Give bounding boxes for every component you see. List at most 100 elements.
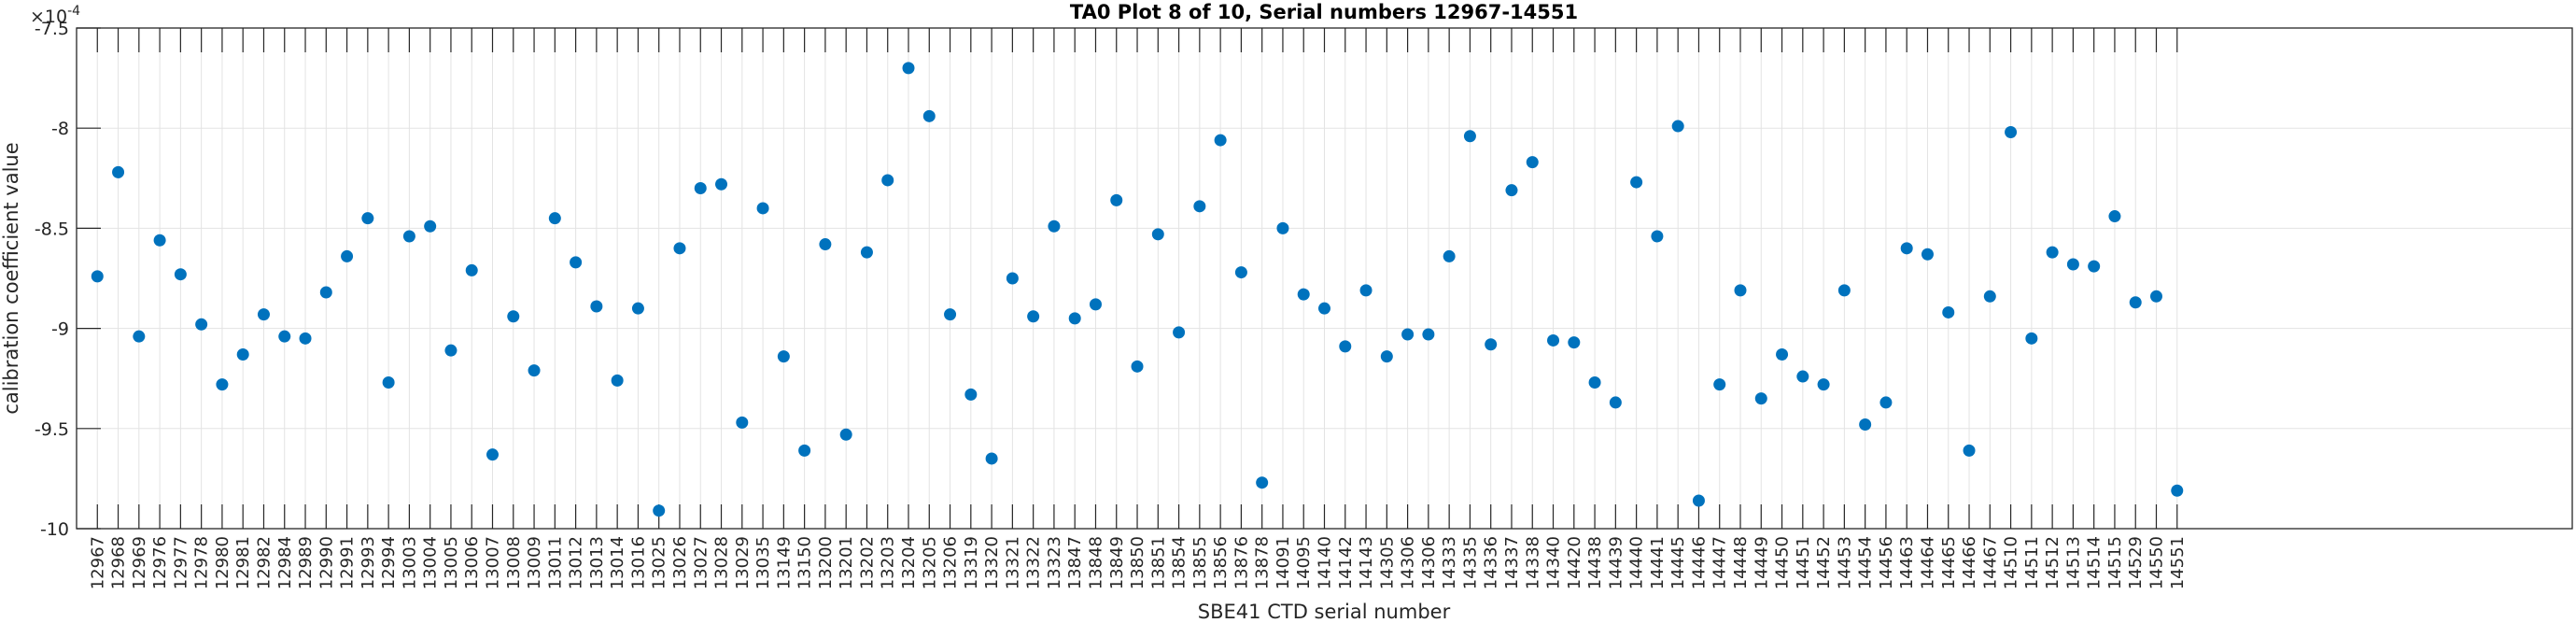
data-point xyxy=(1110,193,1123,206)
x-tick-label: 13878 xyxy=(1253,536,1273,589)
x-tick-label: 13849 xyxy=(1107,536,1127,589)
data-point xyxy=(673,242,686,255)
y-exponent-base: ×10 xyxy=(30,7,67,27)
data-point xyxy=(1776,347,1789,361)
data-point xyxy=(1068,312,1081,325)
data-point xyxy=(1339,340,1352,353)
x-tick-label: 13323 xyxy=(1045,536,1064,589)
x-tick-label: 14550 xyxy=(2147,536,2167,589)
data-point xyxy=(1630,176,1643,189)
x-tick-label: 13150 xyxy=(795,536,815,589)
data-points xyxy=(91,62,2184,517)
data-point xyxy=(590,300,603,313)
plot-frame xyxy=(76,27,2573,530)
x-tick-label: 12991 xyxy=(338,536,358,589)
x-tick-label: 13029 xyxy=(733,536,753,589)
data-point xyxy=(1463,130,1476,143)
x-tick-label: 13203 xyxy=(879,536,898,589)
x-tick-label: 13004 xyxy=(421,536,441,589)
x-tick-label: 13848 xyxy=(1087,536,1106,589)
data-point xyxy=(922,109,936,122)
x-tick-label: 13204 xyxy=(899,536,919,589)
data-point xyxy=(798,444,811,457)
data-point xyxy=(1380,350,1393,363)
chart-title: TA0 Plot 8 of 10, Serial numbers 12967-1… xyxy=(1070,1,1578,23)
data-point xyxy=(1859,418,1872,432)
data-point xyxy=(756,202,769,215)
data-point xyxy=(507,310,520,323)
x-tick-label: 14336 xyxy=(1482,536,1501,589)
data-point xyxy=(1547,333,1560,347)
data-point xyxy=(1256,476,1269,489)
data-point xyxy=(1318,302,1330,315)
data-point xyxy=(528,364,541,377)
x-tick-label: 14143 xyxy=(1357,536,1376,589)
x-tick-label: 13876 xyxy=(1232,536,1251,589)
x-tick-labels: 12967 12968 12969 12976 12977 12978 12980 12981… xyxy=(88,536,2188,589)
x-tick-label: 14467 xyxy=(1980,536,2000,589)
x-tick-label: 14306 xyxy=(1419,536,1439,589)
data-point xyxy=(2066,258,2079,271)
x-tick-label: 12993 xyxy=(359,536,378,589)
data-point xyxy=(174,268,187,281)
data-point xyxy=(1131,360,1144,373)
x-tick-label: 12968 xyxy=(109,536,129,589)
data-point xyxy=(319,286,332,299)
data-point xyxy=(1151,228,1164,241)
x-tick-label: 13014 xyxy=(608,536,627,589)
data-point xyxy=(2005,125,2018,138)
data-point xyxy=(653,504,666,517)
data-point xyxy=(195,318,208,331)
x-tick-label: 13013 xyxy=(587,536,607,589)
data-point xyxy=(1983,290,1996,303)
data-point xyxy=(2171,484,2184,497)
data-point xyxy=(1359,284,1372,297)
data-point xyxy=(236,347,249,361)
x-tick-label: 14420 xyxy=(1565,536,1584,589)
x-tick-label: 14465 xyxy=(1939,536,1959,589)
x-tick-label: 13854 xyxy=(1170,536,1189,589)
x-tick-label: 13847 xyxy=(1065,536,1085,589)
y-exponent-power: -4 xyxy=(67,4,80,19)
x-tick-label: 14463 xyxy=(1897,536,1917,589)
data-point xyxy=(611,374,624,387)
x-tick-label: 14305 xyxy=(1377,536,1397,589)
x-tick-label: 13320 xyxy=(982,536,1002,589)
data-point xyxy=(216,378,229,391)
x-tick-label: 14529 xyxy=(2126,536,2146,589)
x-tick-label: 14448 xyxy=(1731,536,1751,589)
x-tick-label: 14446 xyxy=(1690,536,1710,589)
x-tick-label: 13202 xyxy=(857,536,877,589)
data-point xyxy=(1817,378,1830,391)
data-point xyxy=(1193,200,1206,213)
x-tick-label: 13005 xyxy=(442,536,461,589)
data-point xyxy=(839,428,852,441)
x-tick-label: 13027 xyxy=(691,536,711,589)
data-point xyxy=(1609,396,1622,409)
data-point xyxy=(570,256,583,269)
x-tick-label: 14466 xyxy=(1960,536,1979,589)
y-tick-label: -10 xyxy=(40,519,69,540)
data-point xyxy=(1214,134,1227,147)
data-point xyxy=(881,174,894,187)
x-tick-label: 13856 xyxy=(1211,536,1231,589)
x-tick-label: 14511 xyxy=(2022,536,2042,589)
data-point xyxy=(1568,336,1581,349)
x-tick-label: 14440 xyxy=(1627,536,1647,589)
axis-ticks xyxy=(77,27,2178,530)
x-tick-label: 12969 xyxy=(130,536,149,589)
x-tick-label: 14451 xyxy=(1794,536,1813,589)
x-tick-label: 14456 xyxy=(1877,536,1896,589)
x-tick-label: 14464 xyxy=(1919,536,1938,589)
data-point xyxy=(860,246,873,259)
data-point xyxy=(465,263,478,276)
x-tick-label: 12978 xyxy=(192,536,212,589)
data-point xyxy=(715,177,728,191)
x-tick-label: 13007 xyxy=(484,536,503,589)
data-point xyxy=(1651,230,1664,243)
data-point xyxy=(1588,375,1601,389)
y-tick-label: -8.5 xyxy=(35,219,69,239)
data-point xyxy=(1297,288,1310,301)
x-tick-label: 13012 xyxy=(567,536,586,589)
